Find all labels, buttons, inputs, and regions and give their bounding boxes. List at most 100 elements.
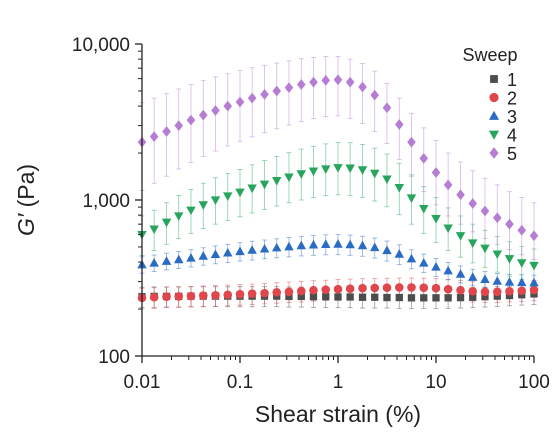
data-point-sweep-2 bbox=[468, 286, 478, 296]
data-point-sweep-1 bbox=[407, 294, 416, 302]
data-point-sweep-5 bbox=[358, 81, 367, 93]
data-point-sweep-5 bbox=[505, 218, 514, 230]
data-point-sweep-3 bbox=[443, 265, 453, 275]
data-point-sweep-2 bbox=[149, 292, 159, 302]
data-point-sweep-5 bbox=[198, 109, 208, 121]
data-point-sweep-4 bbox=[529, 261, 539, 271]
legend-label-sweep-3: 3 bbox=[507, 107, 517, 127]
data-point-sweep-4 bbox=[455, 232, 466, 241]
data-point-sweep-5 bbox=[149, 131, 159, 142]
data-point-sweep-2 bbox=[162, 292, 171, 301]
data-point-sweep-5 bbox=[223, 100, 233, 112]
data-point-sweep-5 bbox=[517, 224, 527, 236]
data-point-sweep-2 bbox=[517, 286, 527, 296]
data-point-sweep-1 bbox=[371, 293, 379, 301]
data-point-sweep-5 bbox=[321, 74, 331, 86]
data-point-sweep-1 bbox=[395, 293, 403, 302]
data-point-sweep-2 bbox=[345, 284, 355, 294]
data-point-sweep-3 bbox=[296, 240, 307, 250]
data-point-sweep-2 bbox=[480, 287, 490, 297]
data-point-sweep-2 bbox=[284, 287, 294, 297]
data-point-sweep-5 bbox=[174, 120, 184, 131]
data-point-sweep-4 bbox=[443, 224, 453, 234]
data-point-sweep-5 bbox=[296, 79, 306, 90]
data-point-sweep-3 bbox=[455, 269, 466, 278]
data-point-sweep-3 bbox=[333, 239, 343, 248]
data-point-sweep-3 bbox=[357, 240, 368, 250]
data-point-sweep-2 bbox=[431, 283, 441, 293]
data-point-sweep-2 bbox=[174, 292, 184, 301]
data-point-sweep-2 bbox=[456, 285, 465, 295]
data-point-sweep-2 bbox=[321, 285, 331, 295]
data-point-sweep-3 bbox=[210, 249, 221, 259]
data-point-sweep-5 bbox=[480, 205, 490, 217]
data-point-sweep-1 bbox=[334, 293, 342, 301]
legend-label-sweep-5: 5 bbox=[507, 144, 517, 164]
x-tick-label: 0.01 bbox=[124, 372, 161, 393]
data-point-sweep-3 bbox=[321, 239, 331, 248]
data-point-sweep-5 bbox=[443, 179, 453, 191]
data-point-sweep-3 bbox=[284, 241, 294, 251]
data-point-sweep-3 bbox=[492, 276, 503, 285]
data-point-sweep-3 bbox=[382, 245, 392, 255]
data-point-sweep-5 bbox=[394, 119, 404, 130]
data-point-sweep-4 bbox=[296, 170, 307, 179]
data-point-sweep-1 bbox=[346, 293, 354, 301]
data-point-sweep-1 bbox=[285, 292, 293, 301]
data-point-sweep-1 bbox=[444, 294, 452, 302]
data-point-sweep-4 bbox=[210, 196, 221, 205]
data-point-sweep-4 bbox=[394, 183, 405, 193]
data-point-sweep-2 bbox=[247, 289, 257, 298]
data-point-sweep-2 bbox=[407, 283, 416, 292]
data-point-sweep-2 bbox=[443, 284, 453, 294]
y-tick-label: 100 bbox=[98, 347, 130, 368]
y-axis-title-unit: (Pa) bbox=[13, 164, 39, 214]
x-ticks: 0.01 0.1 1 10 100 bbox=[124, 356, 550, 393]
data-point-sweep-3 bbox=[247, 245, 257, 254]
data-point-sweep-5 bbox=[211, 105, 220, 116]
data-point-sweep-5 bbox=[419, 152, 429, 164]
data-point-sweep-3 bbox=[271, 242, 282, 252]
data-point-sweep-3 bbox=[369, 242, 380, 252]
x-tick-label: 10 bbox=[425, 372, 446, 393]
data-point-sweep-3 bbox=[504, 277, 515, 286]
data-point-sweep-2 bbox=[309, 285, 318, 295]
data-point-sweep-5 bbox=[309, 76, 318, 88]
data-point-sweep-2 bbox=[211, 290, 220, 300]
y-ticks: 100 1,000 10,000 bbox=[72, 35, 142, 368]
x-tick-label: 0.1 bbox=[227, 372, 253, 393]
data-point-sweep-4 bbox=[467, 239, 478, 248]
data-point-sweep-4 bbox=[517, 259, 527, 268]
data-point-sweep-2 bbox=[272, 288, 282, 297]
legend-title: Sweep bbox=[462, 45, 517, 65]
data-point-sweep-5 bbox=[382, 102, 392, 114]
data-point-sweep-3 bbox=[345, 239, 355, 249]
data-point-sweep-2 bbox=[296, 286, 306, 296]
markers-layer bbox=[137, 74, 539, 303]
error-bars-layer bbox=[139, 56, 537, 310]
data-point-sweep-4 bbox=[284, 173, 294, 183]
data-point-sweep-4 bbox=[271, 177, 282, 186]
data-point-sweep-3 bbox=[480, 274, 490, 284]
data-point-sweep-4 bbox=[173, 212, 184, 221]
data-point-sweep-1 bbox=[432, 294, 440, 302]
data-point-sweep-2 bbox=[198, 291, 208, 300]
data-point-sweep-4 bbox=[149, 225, 159, 235]
data-point-sweep-4 bbox=[480, 244, 490, 254]
data-point-sweep-2 bbox=[394, 283, 404, 292]
data-point-sweep-2 bbox=[382, 283, 392, 293]
data-point-sweep-2 bbox=[358, 283, 367, 293]
legend-marker-sweep-4 bbox=[488, 130, 500, 140]
data-point-sweep-3 bbox=[259, 243, 270, 253]
data-point-sweep-1 bbox=[469, 293, 477, 301]
data-point-sweep-5 bbox=[272, 85, 282, 97]
data-point-sweep-4 bbox=[369, 169, 380, 179]
legend-marker-sweep-1 bbox=[490, 75, 498, 83]
x-tick-label: 100 bbox=[518, 372, 550, 393]
data-point-sweep-4 bbox=[321, 165, 331, 174]
y-tick-label: 1,000 bbox=[82, 191, 130, 212]
data-point-sweep-3 bbox=[406, 253, 417, 263]
data-point-sweep-1 bbox=[309, 293, 318, 301]
data-point-sweep-1 bbox=[505, 291, 514, 300]
